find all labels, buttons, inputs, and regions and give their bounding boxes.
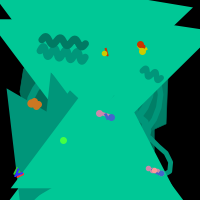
Polygon shape (29, 28, 99, 60)
Polygon shape (20, 55, 58, 124)
Polygon shape (51, 78, 139, 133)
Polygon shape (49, 124, 154, 151)
Polygon shape (127, 55, 168, 138)
